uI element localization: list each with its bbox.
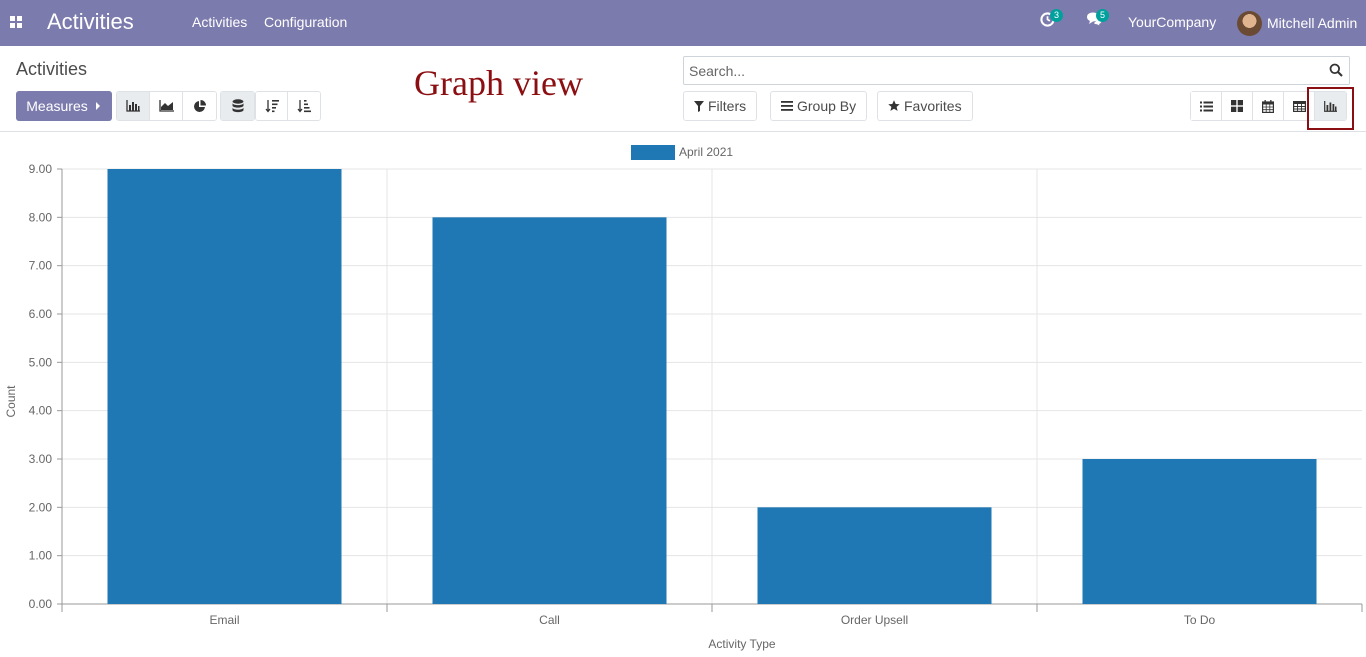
view-switcher	[1190, 91, 1347, 121]
measures-button[interactable]: Measures	[16, 91, 112, 121]
y-tick-label: 1.00	[29, 549, 53, 563]
measures-label: Measures	[26, 98, 88, 114]
sort-ascending-icon	[297, 100, 311, 113]
list-view-button[interactable]	[1191, 92, 1222, 120]
bar-chart-button[interactable]	[117, 92, 150, 120]
calendar-view-button[interactable]	[1253, 92, 1284, 120]
graph-view-icon	[1324, 100, 1337, 112]
control-panel: Activities Graph view Measures	[0, 46, 1366, 132]
group-by-label: Group By	[797, 98, 857, 114]
sort-descending-button[interactable]	[256, 92, 288, 120]
company-switcher[interactable]: YourCompany	[1128, 14, 1217, 30]
search-icon[interactable]	[1329, 63, 1343, 77]
search-input[interactable]	[689, 62, 1309, 80]
pie-chart-icon	[194, 99, 206, 112]
y-tick-label: 0.00	[29, 597, 53, 611]
filters-label: Filters	[708, 98, 747, 114]
list-view-icon	[1199, 101, 1213, 111]
bar-chart-icon	[126, 100, 140, 112]
bar-order-upsell	[757, 507, 992, 604]
filter-icon	[694, 100, 704, 112]
pivot-view-icon	[1292, 100, 1306, 112]
avatar	[1237, 10, 1262, 36]
kanban-view-button[interactable]	[1222, 92, 1253, 120]
x-tick-label: Call	[539, 613, 560, 627]
search-bar	[683, 56, 1350, 85]
top-navbar: Activities Activities Configuration 3 5 …	[0, 0, 1366, 46]
apps-menu-icon[interactable]	[10, 16, 22, 28]
menu-configuration[interactable]: Configuration	[264, 14, 348, 30]
calendar-view-icon	[1262, 99, 1274, 113]
stacked-button[interactable]	[221, 92, 254, 120]
line-chart-icon	[158, 100, 174, 112]
sort-ascending-button[interactable]	[288, 92, 320, 120]
stacked-group	[220, 91, 255, 121]
menu-activities[interactable]: Activities	[192, 14, 248, 30]
chart-type-group	[116, 91, 217, 121]
x-axis-title: Activity Type	[708, 637, 775, 651]
favorites-button[interactable]: Favorites	[877, 91, 973, 121]
x-tick-label: To Do	[1184, 613, 1216, 627]
y-tick-label: 5.00	[29, 355, 53, 369]
x-tick-label: Order Upsell	[841, 613, 908, 627]
y-axis-title: Count	[4, 385, 18, 418]
activity-systray[interactable]: 3	[1040, 9, 1064, 32]
y-tick-label: 7.00	[29, 259, 53, 273]
y-tick-label: 9.00	[29, 162, 53, 176]
x-tick-label: Email	[209, 613, 239, 627]
bar-chart: 0.00 1.00 2.00 3.00 4.00 5.00 6.00 7.00 8.00 9.00…	[4, 145, 1363, 651]
bar-email	[107, 169, 342, 604]
favorites-label: Favorites	[904, 98, 962, 114]
y-tick-label: 8.00	[29, 210, 53, 224]
y-tick-label: 3.00	[29, 452, 53, 466]
bar-call	[432, 217, 667, 604]
bar-to-do	[1082, 459, 1317, 604]
sort-descending-icon	[264, 100, 279, 113]
line-chart-button[interactable]	[150, 92, 183, 120]
graph-chart: 0.00 1.00 2.00 3.00 4.00 5.00 6.00 7.00 8.00 9.00…	[0, 133, 1366, 657]
user-menu[interactable]: Mitchell Admin	[1237, 10, 1357, 36]
y-tick-label: 2.00	[29, 500, 53, 514]
sort-group	[255, 91, 321, 121]
legend-swatch	[631, 145, 675, 160]
pivot-view-button[interactable]	[1284, 92, 1315, 120]
graph-view-annotation: Graph view	[414, 63, 583, 103]
graph-view-button[interactable]	[1315, 92, 1346, 120]
y-tick-label: 4.00	[29, 404, 53, 418]
message-count-badge: 5	[1096, 9, 1110, 22]
activity-count-badge: 3	[1050, 9, 1064, 22]
page-title: Activities	[16, 59, 88, 79]
messaging-systray[interactable]: 5	[1086, 9, 1110, 31]
filters-button[interactable]: Filters	[683, 91, 758, 121]
database-icon	[232, 99, 243, 113]
pie-chart-button[interactable]	[183, 92, 216, 120]
y-tick-label: 6.00	[29, 307, 53, 321]
bars-icon	[781, 101, 793, 111]
legend-label: April 2021	[679, 145, 733, 159]
app-title[interactable]: Activities	[47, 9, 134, 34]
user-name: Mitchell Admin	[1267, 15, 1358, 31]
star-icon	[888, 100, 900, 111]
kanban-view-icon	[1231, 100, 1243, 112]
caret-right-icon	[95, 102, 100, 110]
group-by-button[interactable]: Group By	[770, 91, 868, 121]
